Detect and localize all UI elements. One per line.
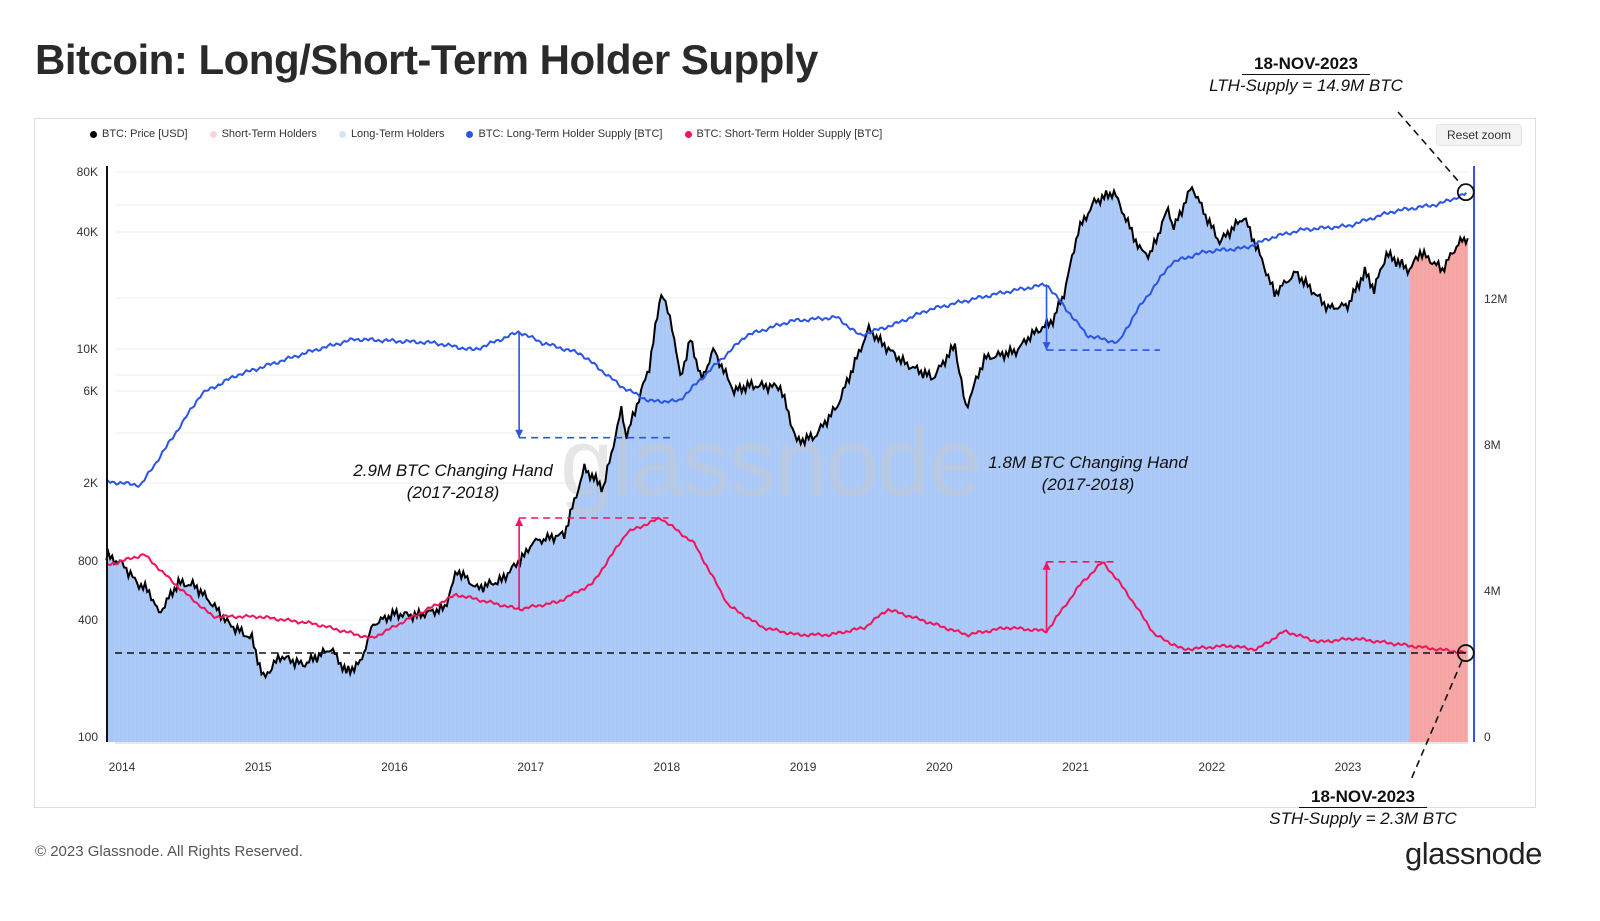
x-tick-label: 2016 bbox=[381, 760, 408, 774]
callout-lth-date: 18-NOV-2023 bbox=[1242, 54, 1370, 75]
legend-label-lth-supply: BTC: Long-Term Holder Supply [BTC] bbox=[478, 128, 662, 140]
legend-label-sth-area: Short-Term Holders bbox=[222, 128, 317, 140]
change-arrowhead-lth bbox=[515, 430, 523, 438]
legend-dot-lth-supply bbox=[466, 131, 473, 138]
callout-lth: 18-NOV-2023 LTH-Supply = 14.9M BTC bbox=[1196, 54, 1416, 97]
y-right-tick-label: 8M bbox=[1484, 438, 1501, 452]
y-right-tick-label: 0 bbox=[1484, 730, 1491, 744]
annotation-left-hand: 2.9M BTC Changing Hand bbox=[352, 461, 553, 480]
y-left-tick-label: 6K bbox=[83, 384, 98, 398]
x-tick-label: 2017 bbox=[517, 760, 544, 774]
x-tick-label: 2019 bbox=[790, 760, 817, 774]
callout-sth: 18-NOV-2023 STH-Supply = 2.3M BTC bbox=[1250, 787, 1476, 830]
change-arrowhead-sth bbox=[515, 518, 523, 526]
callout-sth-value: STH-Supply = 2.3M BTC bbox=[1250, 808, 1476, 830]
y-left-tick-label: 100 bbox=[78, 730, 98, 744]
y-right-tick-label: 12M bbox=[1484, 292, 1507, 306]
legend-dot-price bbox=[90, 131, 97, 138]
legend-label-price: BTC: Price [USD] bbox=[102, 128, 188, 140]
legend-dot-lth-area bbox=[339, 131, 346, 138]
reset-zoom-button[interactable]: Reset zoom bbox=[1436, 124, 1522, 146]
y-left-tick-label: 10K bbox=[77, 342, 98, 356]
legend-item-lth-supply[interactable]: BTC: Long-Term Holder Supply [BTC] bbox=[466, 128, 662, 140]
legend: BTC: Price [USD] Short-Term Holders Long… bbox=[90, 128, 882, 140]
legend-label-sth-supply: BTC: Short-Term Holder Supply [BTC] bbox=[697, 128, 883, 140]
copyright-text: © 2023 Glassnode. All Rights Reserved. bbox=[35, 843, 303, 860]
callout-lth-value: LTH-Supply = 14.9M BTC bbox=[1196, 75, 1416, 97]
legend-dot-sth-area bbox=[210, 131, 217, 138]
legend-item-lth-area[interactable]: Long-Term Holders bbox=[339, 128, 445, 140]
annotation-left-period: (2017-2018) bbox=[407, 483, 500, 502]
x-tick-label: 2018 bbox=[654, 760, 681, 774]
legend-item-sth-area[interactable]: Short-Term Holders bbox=[210, 128, 317, 140]
glassnode-logo[interactable]: glassnode bbox=[1405, 836, 1542, 872]
lth-callout-leader bbox=[1398, 112, 1462, 185]
x-tick-label: 2022 bbox=[1198, 760, 1225, 774]
x-tick-label: 2023 bbox=[1335, 760, 1362, 774]
legend-dot-sth-supply bbox=[685, 131, 692, 138]
y-left-tick-label: 800 bbox=[78, 554, 98, 568]
y-left-tick-label: 40K bbox=[77, 225, 98, 239]
x-tick-label: 2014 bbox=[109, 760, 136, 774]
annotation-right-hand: 1.8M BTC Changing Hand bbox=[988, 453, 1188, 472]
legend-item-sth-supply[interactable]: BTC: Short-Term Holder Supply [BTC] bbox=[685, 128, 883, 140]
x-tick-label: 2015 bbox=[245, 760, 272, 774]
y-left-tick-label: 2K bbox=[83, 476, 98, 490]
x-tick-label: 2021 bbox=[1062, 760, 1089, 774]
y-left-tick-label: 80K bbox=[77, 165, 98, 179]
callout-sth-date: 18-NOV-2023 bbox=[1299, 787, 1427, 808]
annotation-right-period: (2017-2018) bbox=[1042, 475, 1135, 494]
lth-callout-circle bbox=[1458, 184, 1474, 200]
legend-label-lth-area: Long-Term Holders bbox=[351, 128, 445, 140]
y-left-tick-label: 400 bbox=[78, 613, 98, 627]
x-tick-label: 2020 bbox=[926, 760, 953, 774]
legend-item-price[interactable]: BTC: Price [USD] bbox=[90, 128, 188, 140]
y-right-tick-label: 4M bbox=[1484, 584, 1501, 598]
